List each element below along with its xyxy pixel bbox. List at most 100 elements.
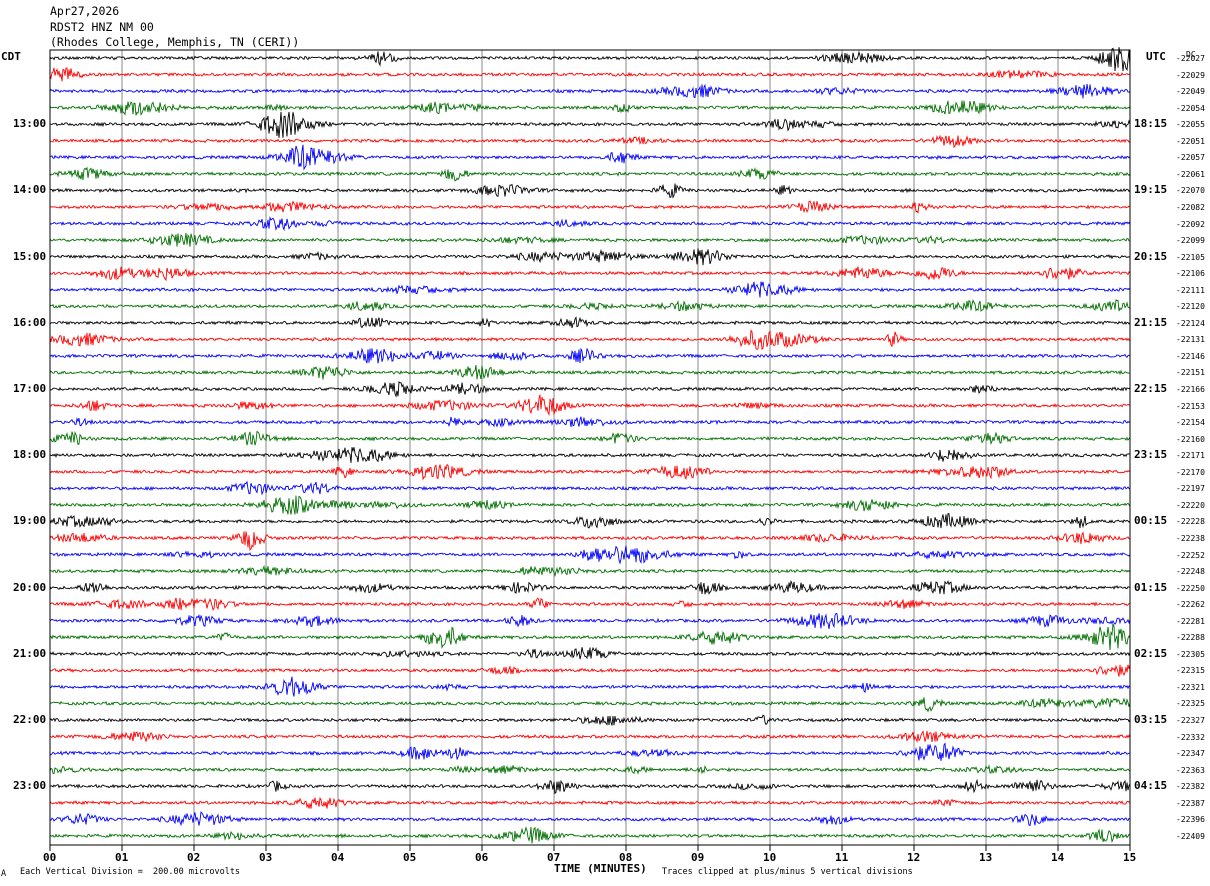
trace-row-33 bbox=[49, 597, 1131, 611]
dc-offset-label: -22070 bbox=[1176, 186, 1205, 196]
dc-offset-label: -22151 bbox=[1176, 368, 1205, 378]
trace-row-36 bbox=[49, 646, 1131, 660]
x-tick-label: 07 bbox=[547, 851, 561, 864]
dc-offset-label: -22146 bbox=[1176, 351, 1205, 361]
trace-row-2 bbox=[49, 83, 1131, 99]
station-location: (Rhodes College, Memphis, TN (CERI)) bbox=[50, 35, 300, 49]
dc-offset-label: -22321 bbox=[1176, 682, 1205, 692]
trace-row-11 bbox=[49, 233, 1131, 247]
dc-offset-label: -22106 bbox=[1176, 269, 1205, 279]
trace-row-10 bbox=[49, 216, 1131, 232]
dc-offset-label: -22248 bbox=[1176, 567, 1205, 577]
trace-row-23 bbox=[49, 430, 1131, 446]
cdt-hour-label: 19:00 bbox=[13, 514, 47, 528]
dc-offset-label: -22327 bbox=[1176, 716, 1205, 725]
trace-row-30 bbox=[49, 545, 1131, 565]
x-tick-marks bbox=[49, 845, 1131, 851]
dc-offset-label: -22387 bbox=[1176, 798, 1205, 808]
dc-offset-label: -22160 bbox=[1176, 434, 1205, 444]
utc-hour-label: 03:15 bbox=[1134, 713, 1168, 726]
trace-row-44 bbox=[49, 778, 1131, 795]
dc-offset-label: -22250 bbox=[1176, 583, 1205, 593]
cdt-hour-label: 23:00 bbox=[13, 779, 47, 793]
trace-row-0 bbox=[49, 47, 1131, 72]
cdt-hour-label: 18:00 bbox=[13, 448, 47, 462]
dc-offset-label: -22228 bbox=[1176, 517, 1205, 527]
trace-row-9 bbox=[49, 200, 1131, 214]
cdt-hour-label: 17:00 bbox=[13, 382, 47, 395]
vertical-division-note: Each Vertical Division = 200.00 microvol… bbox=[20, 867, 241, 877]
clipping-note: Traces clipped at plus/minus 5 vertical … bbox=[662, 867, 913, 877]
trace-row-8 bbox=[49, 183, 1131, 199]
x-tick-label: 12 bbox=[907, 851, 921, 864]
dc-offset-label: -22325 bbox=[1176, 699, 1205, 709]
trace-row-14 bbox=[49, 281, 1131, 298]
utc-hour-label: 23:15 bbox=[1134, 448, 1168, 462]
utc-axis-title: UTC bbox=[1146, 50, 1166, 63]
dc-offset-label: -22099 bbox=[1176, 236, 1205, 246]
trace-row-32 bbox=[49, 579, 1131, 595]
dc-offset-label: -22305 bbox=[1176, 649, 1205, 659]
plot-frame bbox=[49, 49, 1131, 846]
trace-row-25 bbox=[49, 463, 1131, 481]
utc-hour-label: 19:15 bbox=[1134, 183, 1168, 197]
trace-row-6 bbox=[49, 144, 1131, 171]
utc-hour-label: 20:15 bbox=[1134, 249, 1168, 263]
dc-offset-label: -22382 bbox=[1176, 782, 1205, 792]
trace-row-12 bbox=[49, 248, 1131, 266]
cdt-hour-label: 22:00 bbox=[13, 713, 47, 726]
trace-row-7 bbox=[49, 166, 1131, 182]
dc-offset-label: -22120 bbox=[1176, 302, 1205, 312]
trace-row-4 bbox=[49, 111, 1131, 138]
trace-row-1 bbox=[49, 67, 1131, 82]
dc-offset-label: -22281 bbox=[1176, 616, 1205, 626]
utc-hour-label: 21:15 bbox=[1134, 315, 1168, 329]
trace-row-45 bbox=[49, 796, 1131, 809]
utc-hour-label: 00:15 bbox=[1134, 514, 1168, 528]
cdt-axis-title: CDT bbox=[1, 50, 21, 63]
trace-row-16 bbox=[49, 315, 1131, 329]
station-code: RDST2 HNZ NM 00 bbox=[50, 20, 154, 34]
seismic-traces bbox=[49, 47, 1131, 844]
trace-row-3 bbox=[49, 100, 1131, 116]
dc-offset-label: -22029 bbox=[1176, 70, 1205, 80]
x-tick-label: 05 bbox=[403, 851, 417, 864]
x-tick-label: 01 bbox=[115, 851, 129, 864]
trace-row-34 bbox=[49, 612, 1131, 629]
dc-offset-label: -22082 bbox=[1176, 202, 1205, 212]
dc-offset-label: -22166 bbox=[1176, 385, 1205, 394]
utc-hour-label: 04:15 bbox=[1134, 779, 1168, 793]
dc-offset-label: -22061 bbox=[1176, 169, 1205, 179]
trace-row-5 bbox=[49, 134, 1131, 149]
dc-offset-label: -22409 bbox=[1176, 831, 1205, 841]
dc-offset-label: -22124 bbox=[1176, 318, 1205, 328]
x-tick-label: 08 bbox=[619, 851, 633, 864]
dc-offset-label: -22131 bbox=[1176, 335, 1205, 345]
dc-offset-label: -22154 bbox=[1176, 418, 1205, 428]
trace-row-15 bbox=[49, 299, 1131, 312]
trace-row-24 bbox=[49, 447, 1131, 463]
trace-row-20 bbox=[49, 380, 1131, 398]
minute-grid-lines bbox=[49, 50, 1131, 845]
cdt-hour-label: 21:00 bbox=[13, 646, 47, 660]
trace-row-41 bbox=[49, 730, 1131, 744]
x-tick-label: 11 bbox=[835, 851, 849, 864]
x-tick-label: 00 bbox=[43, 851, 57, 864]
dc-offset-label: -22057 bbox=[1176, 153, 1205, 163]
x-tick-label: 04 bbox=[331, 851, 345, 864]
x-axis-title: TIME (MINUTES) bbox=[554, 862, 647, 875]
dc-offset-label: -22197 bbox=[1176, 484, 1205, 494]
dc-offset-label: -22170 bbox=[1176, 467, 1205, 477]
trace-row-42 bbox=[49, 742, 1131, 761]
trace-row-21 bbox=[49, 394, 1131, 416]
trace-row-38 bbox=[49, 676, 1131, 697]
dc-offset-label: -22262 bbox=[1176, 600, 1205, 610]
dc-offset-label: -22347 bbox=[1176, 749, 1205, 759]
dc-column-title: DC bbox=[1186, 50, 1196, 59]
chart-date: Apr27,2026 bbox=[50, 4, 120, 18]
trace-row-29 bbox=[49, 531, 1131, 551]
cdt-hour-label: 14:00 bbox=[13, 183, 47, 197]
dc-offset-label: -22092 bbox=[1176, 219, 1205, 229]
x-tick-label: 09 bbox=[691, 851, 705, 864]
dc-offset-label: -22171 bbox=[1176, 451, 1205, 461]
